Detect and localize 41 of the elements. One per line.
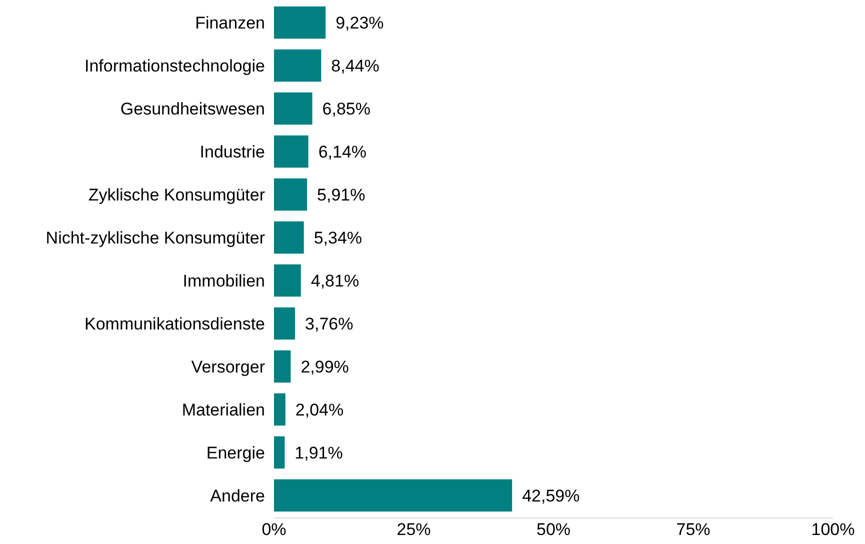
- y-tick-label: Nicht-zyklische Konsumgüter: [46, 228, 266, 248]
- x-tick-label: 0%: [262, 520, 286, 539]
- bar: [274, 479, 512, 512]
- data-label: 9,23%: [336, 14, 384, 33]
- data-label: 6,85%: [322, 99, 370, 118]
- bar: [274, 436, 285, 469]
- data-label: 1,91%: [294, 443, 343, 462]
- bar: [274, 307, 296, 340]
- data-label: 2,04%: [295, 400, 344, 420]
- y-tick-label: Industrie: [200, 142, 265, 162]
- bar: [274, 350, 291, 383]
- bar: [274, 264, 301, 297]
- data-label: 2,99%: [300, 357, 349, 376]
- y-tick-label: Energie: [206, 443, 265, 462]
- data-label: 4,81%: [310, 271, 360, 290]
- y-tick-label: Zyklische Konsumgüter: [88, 185, 266, 204]
- data-label: 5,91%: [317, 185, 366, 204]
- x-tick-label: 50%: [536, 520, 571, 539]
- bar: [274, 178, 308, 211]
- bar: [274, 92, 312, 125]
- x-tick-label: 100%: [811, 520, 855, 539]
- bar: [274, 6, 326, 39]
- y-tick-label: Andere: [210, 486, 265, 506]
- y-tick-label: Informationstechnologie: [84, 56, 265, 76]
- x-tick-label: 75%: [676, 520, 710, 539]
- y-tick-label: Finanzen: [195, 14, 265, 33]
- data-label: 42,59%: [522, 486, 580, 506]
- y-tick-label: Gesundheitswesen: [120, 99, 265, 118]
- bar: [274, 135, 308, 168]
- y-tick-label: Materialien: [182, 400, 265, 420]
- data-label: 5,34%: [314, 228, 362, 248]
- bar: [274, 393, 286, 426]
- x-tick-label: 25%: [396, 520, 431, 539]
- data-label: 3,76%: [305, 314, 354, 334]
- data-label: 8,44%: [331, 56, 380, 76]
- y-tick-label: Versorger: [191, 357, 266, 376]
- bar: [274, 49, 322, 82]
- y-tick-label: Immobilien: [182, 271, 265, 290]
- y-tick-label: Kommunikationsdienste: [84, 314, 265, 334]
- bar: [274, 221, 304, 254]
- data-label: 6,14%: [318, 142, 367, 162]
